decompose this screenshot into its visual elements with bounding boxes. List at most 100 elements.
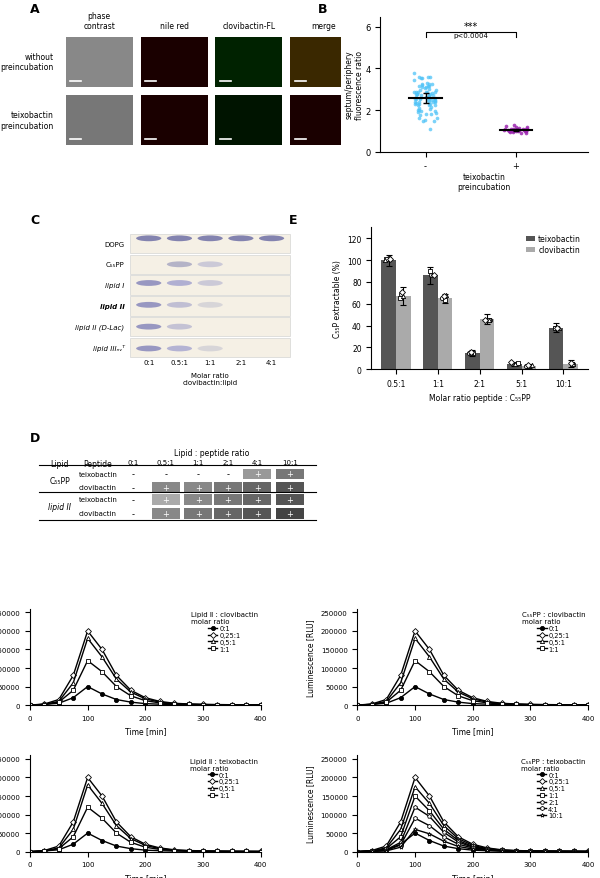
1:1 — [185, 699, 192, 709]
0,5:1 — [484, 697, 491, 708]
Point — [424, 97, 434, 111]
0:1 — [142, 845, 149, 855]
Point — [522, 123, 532, 137]
1:1 — [84, 802, 91, 812]
Text: teixobactin
preincubation: teixobactin preincubation — [0, 111, 53, 130]
Bar — [521, 366, 536, 370]
Point — [504, 125, 514, 139]
Bar — [130, 276, 290, 295]
Text: lipid IIIₙᵥᵀ: lipid IIIₙᵥᵀ — [92, 344, 125, 351]
Point — [422, 86, 431, 100]
Point — [430, 105, 440, 119]
1:1 — [127, 691, 134, 702]
0:1 — [228, 846, 235, 857]
Point — [384, 251, 394, 265]
Ellipse shape — [197, 281, 223, 286]
Bar — [119, 483, 148, 493]
1:1 — [383, 697, 390, 708]
Line: 0:1: 0:1 — [28, 685, 263, 708]
0:1 — [70, 693, 77, 703]
0,5:1 — [397, 824, 404, 835]
Text: 10:1: 10:1 — [282, 459, 298, 465]
Text: E: E — [289, 213, 298, 227]
0:1 — [55, 698, 62, 709]
0,5:1 — [127, 687, 134, 698]
Bar — [184, 495, 212, 505]
0,5:1 — [412, 633, 419, 644]
Point — [425, 88, 435, 102]
Legend: 0:1, 0,25:1, 0,5:1, 1:1, 2:1, 4:1, 10:1: 0:1, 0,25:1, 0,5:1, 1:1, 2:1, 4:1, 10:1 — [520, 758, 586, 819]
1:1 — [228, 700, 235, 710]
Text: nile red: nile red — [160, 22, 188, 31]
Point — [431, 84, 441, 98]
0,5:1 — [26, 846, 34, 857]
Bar — [290, 96, 357, 146]
0,25:1 — [214, 700, 221, 710]
0,25:1 — [185, 699, 192, 709]
0,5:1 — [556, 700, 563, 710]
1:1 — [484, 698, 491, 709]
Bar — [214, 469, 242, 479]
0,5:1 — [354, 700, 361, 710]
0:1 — [584, 846, 592, 857]
1:1 — [257, 700, 264, 710]
Bar — [244, 469, 271, 479]
10:1 — [455, 841, 462, 852]
Point — [502, 120, 511, 134]
Text: clovibactin: clovibactin — [79, 485, 117, 491]
Point — [421, 83, 430, 97]
4:1 — [498, 846, 505, 856]
2:1 — [541, 846, 548, 857]
Point — [424, 80, 434, 94]
Text: +: + — [163, 509, 169, 518]
0:1 — [440, 694, 448, 705]
Bar — [140, 38, 208, 88]
0,5:1 — [498, 845, 505, 855]
0,5:1 — [84, 780, 91, 790]
Ellipse shape — [228, 236, 253, 242]
Ellipse shape — [167, 281, 192, 286]
0,25:1 — [440, 817, 448, 827]
2:1 — [484, 844, 491, 854]
0,5:1 — [469, 694, 476, 704]
Text: -: - — [164, 470, 167, 479]
10:1 — [570, 846, 577, 857]
Point — [503, 124, 513, 138]
Text: B: B — [318, 4, 328, 16]
1:1 — [170, 699, 178, 709]
0:1 — [214, 846, 221, 857]
Point — [424, 93, 433, 107]
Point — [427, 78, 437, 92]
Y-axis label: C₅₅P extractable (%): C₅₅P extractable (%) — [332, 260, 341, 338]
0:1 — [527, 846, 534, 857]
1:1 — [383, 844, 390, 854]
0:1 — [570, 700, 577, 710]
1:1 — [199, 846, 206, 856]
1:1 — [55, 697, 62, 708]
Bar — [276, 495, 304, 505]
Point — [484, 313, 494, 327]
Bar — [244, 495, 271, 505]
1:1 — [440, 824, 448, 835]
Bar — [381, 261, 396, 370]
0,5:1 — [142, 694, 149, 704]
Point — [424, 90, 434, 104]
0,5:1 — [484, 844, 491, 854]
1:1 — [570, 846, 577, 857]
1:1 — [455, 835, 462, 846]
Text: +: + — [286, 470, 293, 479]
Point — [409, 68, 419, 82]
Bar — [130, 255, 290, 275]
0,5:1 — [170, 845, 178, 855]
0:1 — [199, 846, 206, 857]
0,5:1 — [214, 700, 221, 710]
0,5:1 — [185, 846, 192, 856]
0,5:1 — [541, 700, 548, 710]
0,25:1 — [170, 698, 178, 709]
4:1 — [512, 846, 520, 856]
Bar — [152, 509, 180, 519]
Point — [521, 360, 531, 374]
0:1 — [55, 845, 62, 855]
1:1 — [41, 846, 48, 856]
0,25:1 — [484, 843, 491, 853]
